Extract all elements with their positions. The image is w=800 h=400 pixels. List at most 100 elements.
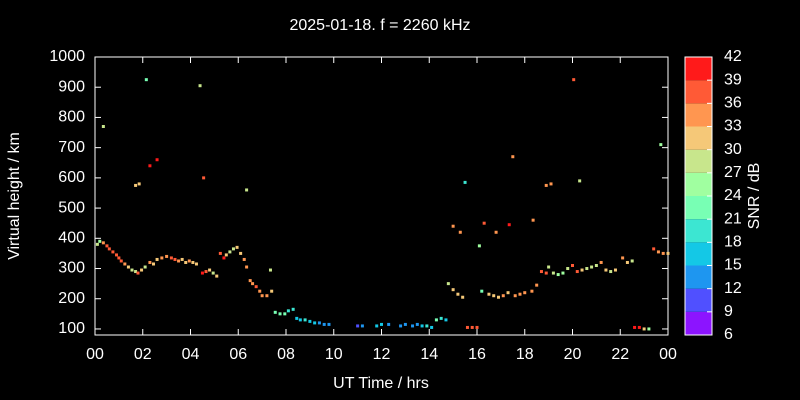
data-point [224, 253, 228, 257]
data-point [356, 324, 360, 328]
data-point [487, 292, 491, 296]
data-point [105, 244, 109, 248]
colorbar-band [685, 80, 712, 104]
data-point [403, 322, 407, 326]
colorbar-tick-label: 42 [724, 48, 742, 65]
data-point [187, 259, 191, 263]
colorbar-band [685, 126, 712, 150]
data-point [313, 321, 317, 325]
data-point [251, 282, 255, 286]
colorbar-tick-label: 39 [724, 71, 742, 88]
data-point [204, 270, 208, 274]
data-point [604, 268, 608, 272]
data-point [295, 316, 299, 320]
colorbar-tick-label: 18 [724, 234, 742, 251]
colorbar-band [685, 311, 712, 335]
data-point [430, 325, 434, 329]
colorbar-band [685, 57, 712, 81]
data-point [609, 270, 613, 274]
x-tick-label: 00 [86, 346, 104, 363]
data-point [218, 251, 222, 255]
data-point [494, 230, 498, 234]
data-point [425, 324, 429, 328]
data-point [444, 318, 448, 322]
data-point [101, 125, 105, 128]
data-point [544, 183, 548, 187]
y-tick-label: 900 [58, 78, 85, 95]
data-point [151, 262, 155, 266]
y-axis-label: Virtual height / km [6, 132, 23, 260]
data-point [184, 260, 188, 264]
colorbar-band [685, 172, 712, 196]
data-point [451, 288, 455, 292]
data-point [242, 257, 246, 261]
data-point [566, 267, 570, 271]
data-point [571, 264, 574, 267]
data-point [666, 251, 670, 255]
data-point [228, 250, 232, 254]
data-point [380, 322, 383, 326]
data-point [258, 289, 262, 293]
plot-frame [94, 56, 669, 336]
data-point [531, 218, 535, 222]
data-point [572, 78, 576, 82]
data-point [656, 250, 660, 254]
data-point [511, 155, 515, 159]
data-point [578, 179, 582, 183]
data-point [585, 267, 589, 271]
x-tick-label: 16 [468, 346, 486, 363]
colorbar-band [685, 103, 712, 127]
x-tick-label: 14 [420, 346, 438, 363]
data-point [117, 256, 121, 260]
data-point [434, 318, 438, 322]
y-tick-label: 100 [58, 320, 85, 337]
data-point [160, 256, 164, 260]
data-point [544, 271, 548, 275]
data-point [360, 324, 364, 328]
colorbar-tick-label: 15 [724, 257, 742, 274]
data-point [130, 268, 134, 272]
data-point [480, 289, 484, 293]
colorbar-band [685, 219, 712, 243]
colorbar-tick-label: 6 [724, 326, 733, 343]
y-tick-label: 800 [58, 109, 85, 126]
data-point [286, 309, 290, 313]
data-point [461, 295, 465, 299]
data-point [265, 294, 269, 298]
data-point [155, 158, 159, 162]
data-point [547, 265, 551, 269]
data-point [458, 230, 462, 234]
y-tick-label: 1000 [49, 48, 85, 65]
x-tick-label: 06 [229, 346, 247, 363]
data-point [535, 283, 539, 287]
data-point [465, 325, 469, 329]
data-point [661, 251, 665, 255]
chart-title: 2025-01-18. f = 2260 kHz [289, 17, 470, 34]
data-point [456, 292, 460, 296]
x-tick-label: 22 [611, 346, 629, 363]
data-point [482, 221, 486, 225]
data-point [101, 241, 105, 245]
data-point [107, 247, 111, 251]
y-tick-label: 700 [58, 139, 85, 156]
data-point [273, 310, 277, 314]
data-point [148, 260, 152, 264]
data-point [625, 260, 629, 264]
data-point [647, 327, 651, 331]
data-point [556, 273, 560, 277]
data-point [137, 182, 141, 186]
y-tick-label: 600 [58, 169, 85, 186]
data-point [439, 316, 443, 320]
data-point [95, 242, 99, 246]
data-point [411, 324, 415, 328]
x-tick-label: 00 [659, 346, 677, 363]
data-point [415, 322, 419, 326]
data-point [580, 268, 584, 272]
data-point [530, 289, 534, 293]
data-point [169, 256, 173, 260]
data-point [194, 262, 198, 266]
data-point [126, 265, 130, 269]
colorbar-band [685, 265, 712, 289]
